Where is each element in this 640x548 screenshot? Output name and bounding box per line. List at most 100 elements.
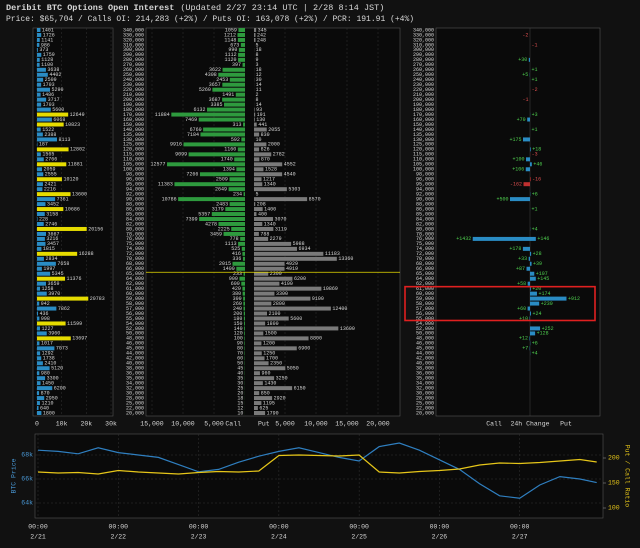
strike-label: 61,000 — [126, 286, 144, 292]
bar — [36, 411, 42, 415]
y-tick-label: 64k — [21, 500, 33, 507]
value-label: 3452 — [47, 201, 59, 207]
bar — [238, 57, 245, 62]
strike-label: 105,000 — [123, 162, 144, 168]
bar — [530, 276, 536, 281]
bar — [36, 301, 40, 306]
bar — [254, 256, 337, 261]
value-label: 30 — [237, 380, 243, 386]
bar — [254, 371, 260, 376]
value-label: 5050 — [287, 366, 299, 372]
bar — [36, 162, 67, 167]
strike-label: 38,000 — [416, 366, 434, 372]
value-label: +100 — [512, 157, 524, 163]
panel-title: 24h Change — [510, 421, 549, 428]
strike-label: 78,000 — [126, 231, 144, 237]
bar — [254, 276, 293, 281]
bar — [36, 336, 71, 341]
strike-label: 45,000 — [126, 346, 144, 352]
bar — [36, 396, 45, 401]
bar — [178, 197, 245, 202]
value-label: 1292 — [42, 351, 54, 357]
value-label: +5 — [522, 72, 528, 78]
strike-label: 59,000 — [416, 296, 434, 302]
strike-label: 35,000 — [126, 376, 144, 382]
bar — [254, 366, 286, 371]
value-label: 242 — [257, 32, 266, 38]
value-label: 942 — [41, 301, 50, 307]
y2-tick-label: 200 — [608, 455, 620, 462]
value-label: 3459 — [210, 231, 222, 237]
bar — [240, 42, 245, 47]
bar — [36, 291, 47, 296]
value-label: +500 — [496, 196, 508, 202]
value-label: 2509 — [45, 77, 57, 83]
value-label: 13360 — [338, 256, 353, 262]
bar — [36, 187, 43, 192]
strike-label: 100,000 — [123, 167, 144, 173]
value-label: 2649 — [215, 186, 227, 192]
bar — [36, 341, 40, 346]
strike-label: 150,000 — [123, 122, 144, 128]
value-label: 2 — [256, 92, 259, 98]
bar — [254, 127, 267, 132]
value-label: 373 — [39, 47, 48, 53]
value-label: 3970 — [48, 291, 60, 297]
strike-label: 32,000 — [126, 385, 144, 391]
value-label: 4929 — [286, 261, 298, 267]
value-label: 1759 — [43, 52, 55, 58]
bar — [254, 321, 266, 326]
strike-label: 98,000 — [126, 172, 144, 178]
bar — [254, 37, 256, 42]
bar — [530, 286, 531, 291]
bar — [239, 276, 245, 281]
value-label: 1726 — [43, 32, 55, 38]
bar — [243, 296, 245, 301]
strike-label: 56,000 — [126, 311, 144, 317]
bar — [523, 137, 530, 142]
bar — [36, 226, 87, 231]
value-label: 2746 — [45, 221, 57, 227]
value-label: 3657 — [209, 82, 221, 88]
bar — [36, 182, 43, 187]
strike-label: 94,000 — [126, 186, 144, 192]
value-label: 1250 — [263, 351, 275, 357]
value-label: -2 — [532, 87, 538, 93]
strike-label: 52,000 — [416, 326, 434, 332]
bar — [526, 266, 530, 271]
strike-label: 125,000 — [123, 142, 144, 148]
value-label: 140 — [234, 326, 243, 332]
value-label: 3070 — [275, 216, 287, 222]
value-label: 100 — [234, 336, 243, 342]
strike-label: 28,000 — [126, 395, 144, 401]
strike-label: 72,000 — [126, 251, 144, 257]
bar — [530, 296, 567, 301]
strike-label: 75,000 — [126, 241, 144, 247]
y2-tick-label: 100 — [608, 505, 620, 512]
value-label: +174 — [538, 291, 550, 297]
x-tick-time: 00:00 — [510, 524, 530, 531]
value-label: +1 — [532, 77, 538, 83]
bar — [222, 97, 245, 102]
bar — [36, 197, 56, 202]
title: Deribit BTC Options Open Interest — [6, 3, 174, 13]
value-label: +20 — [532, 286, 541, 292]
bar — [36, 172, 44, 177]
value-label: 300 — [233, 296, 242, 302]
strike-label: 20,000 — [126, 410, 144, 416]
value-label: -1 — [532, 42, 538, 48]
change-panel — [435, 27, 601, 417]
strike-label: 80,000 — [126, 226, 144, 232]
value-label: 600 — [231, 281, 240, 287]
strike-label: 94,000 — [416, 186, 434, 192]
strike-label: 230,000 — [413, 82, 434, 88]
strike-label: 64,000 — [416, 276, 434, 282]
strike-label: 84,000 — [416, 216, 434, 222]
value-label: 10686 — [65, 206, 80, 212]
value-label: 6150 — [294, 385, 306, 391]
strike-label: 40,000 — [416, 361, 434, 367]
x-tick-time: 00:00 — [349, 524, 369, 531]
strike-label: 46,000 — [416, 341, 434, 347]
strike-label: 290,000 — [413, 52, 434, 58]
value-label: 3119 — [275, 226, 287, 232]
